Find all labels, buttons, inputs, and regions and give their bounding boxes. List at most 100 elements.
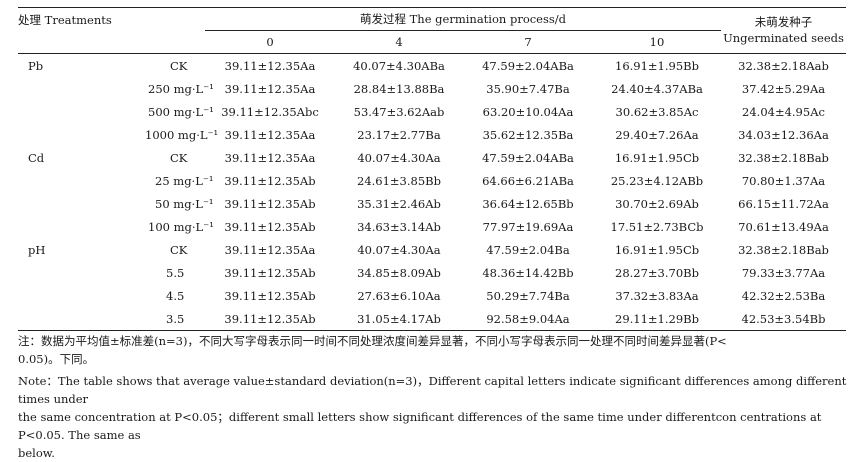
table-notes: 注：数据为平均值±标准差(n=3)，不同大写字母表示同一时间不同处理浓度间差异显… — [18, 332, 848, 462]
table-row: 250 mg·L⁻¹ 39.11±12.35Aa 28.84±13.88Ba 35.9… — [18, 77, 846, 100]
cell-d7: 36.64±12.65Bb — [482, 196, 574, 211]
note-chinese: 注：数据为平均值±标准差(n=3)，不同大写字母表示同一时间不同处理浓度间差异显… — [18, 332, 848, 368]
cell-d10: 28.27±3.70Bb — [615, 265, 699, 280]
table-row: 500 mg·L⁻¹ 39.11±12.35Abc 53.47±3.62Aab 63.… — [18, 100, 846, 123]
table-row: 100 mg·L⁻¹ 39.11±12.35Ab 34.63±3.14Ab 77.97… — [18, 215, 846, 238]
table-row: Cd CK 39.11±12.35Aa 40.07±4.30Aa 47.59±2.04A… — [18, 146, 846, 169]
cell-ung: 24.04±4.95Ac — [742, 104, 825, 119]
cell-d7: 63.20±10.04Aa — [482, 104, 574, 119]
cell-d4: 28.84±13.88Ba — [353, 81, 445, 96]
cell-d4: 40.07±4.30Aa — [357, 150, 441, 165]
row-treatment: 5.5 — [166, 265, 185, 280]
table-row: pH CK 39.11±12.35Aa 40.07±4.30Aa 47.59±2.04B… — [18, 238, 846, 261]
row-group — [18, 100, 70, 123]
cell-d4: 34.63±3.14Ab — [357, 219, 441, 234]
cell-d7: 48.36±14.42Bb — [482, 265, 574, 280]
row-group: Cd — [28, 150, 45, 165]
header-day-0: 0 — [205, 30, 335, 54]
cell-d7: 47.59±2.04Ba — [486, 242, 570, 257]
table-row: Pb CK 39.11±12.35Aa 40.07±4.30ABa 47.59±2.04… — [18, 54, 846, 78]
row-treatment: 50 mg·L⁻¹ — [155, 196, 214, 211]
cell-d10: 30.70±2.69Ab — [615, 196, 699, 211]
cell-ung: 34.03±12.36Aa — [738, 127, 829, 142]
note-cn-line2: 0.05)。下同。 — [18, 352, 95, 366]
cell-d4: 34.85±8.09Ab — [357, 265, 441, 280]
table-body: Pb CK 39.11±12.35Aa 40.07±4.30ABa 47.59±2.04… — [18, 54, 846, 331]
ungerminated-en: Ungerminated seeds — [723, 30, 844, 45]
germination-table: 处理 Treatments 萌发过程 The germination proce… — [18, 7, 846, 331]
row-group: pH — [28, 242, 46, 257]
cell-d0: 39.11±12.35Aa — [224, 242, 316, 257]
cell-d0: 39.11±12.35Abc — [221, 104, 319, 119]
cell-d10: 17.51±2.73BCb — [610, 219, 704, 234]
cell-d0: 39.11±12.35Aa — [224, 58, 316, 73]
cell-ung: 42.32±2.53Ba — [741, 288, 826, 303]
cell-d10: 25.23±4.12ABb — [610, 173, 704, 188]
table-page: 处理 Treatments 萌发过程 The germination proce… — [18, 7, 846, 460]
cell-d10: 16.91±1.95Cb — [614, 242, 700, 257]
cell-d7: 35.62±12.35Ba — [482, 127, 574, 142]
cell-ung: 32.38±2.18Bab — [738, 150, 829, 165]
cell-d7: 77.97±19.69Aa — [482, 219, 574, 234]
row-group — [18, 261, 70, 284]
header-germination-process: 萌发过程 The germination process/d — [205, 7, 721, 31]
row-group — [18, 123, 70, 146]
cell-ung: 32.38±2.18Aab — [738, 58, 829, 73]
note-english: Note：The table shows that average value±… — [18, 372, 848, 462]
cell-d7: 47.59±2.04ABa — [482, 150, 574, 165]
cell-d4: 35.31±2.46Ab — [357, 196, 441, 211]
cell-ung: 70.80±1.37Aa — [741, 173, 826, 188]
row-group — [18, 77, 70, 100]
cell-d10: 37.32±3.83Aa — [615, 288, 699, 303]
row-treatment: 4.5 — [166, 288, 185, 303]
cell-d7: 92.58±9.04Aa — [486, 311, 570, 326]
header-day-10: 10 — [593, 30, 721, 54]
row-treatment: 1000 mg·L⁻¹ — [145, 127, 219, 142]
row-treatment: CK — [170, 58, 188, 73]
row-group — [18, 307, 70, 331]
row-group — [18, 192, 70, 215]
cell-d0: 39.11±12.35Ab — [224, 288, 316, 303]
cell-d10: 29.40±7.26Aa — [615, 127, 699, 142]
cell-d0: 39.11±12.35Ab — [224, 265, 316, 280]
treatments-label: 处理 Treatments — [18, 13, 112, 27]
cell-d10: 24.40±4.37ABa — [611, 81, 703, 96]
cell-d4: 31.05±4.17Ab — [357, 311, 441, 326]
row-group: Pb — [28, 58, 44, 73]
row-treatment: 500 mg·L⁻¹ — [148, 104, 214, 119]
cell-ung: 42.53±3.54Bb — [741, 311, 826, 326]
cell-d4: 24.61±3.85Bb — [357, 173, 441, 188]
cell-d0: 39.11±12.35Ab — [224, 219, 316, 234]
cell-d7: 47.59±2.04ABa — [482, 58, 574, 73]
header-day-4: 4 — [335, 30, 463, 54]
table-row: 50 mg·L⁻¹ 39.11±12.35Ab 35.31±2.46Ab 36.64±… — [18, 192, 846, 215]
note-en-line3: below. — [18, 446, 55, 460]
cell-d7: 64.66±6.21ABa — [482, 173, 574, 188]
row-treatment: 3.5 — [166, 311, 185, 326]
cell-d4: 40.07±4.30ABa — [353, 58, 445, 73]
cell-d0: 39.11±12.35Aa — [224, 127, 316, 142]
cell-d4: 27.63±6.10Aa — [357, 288, 441, 303]
cell-d0: 39.11±12.35Aa — [224, 150, 316, 165]
row-group — [18, 284, 70, 307]
cell-d4: 23.17±2.77Ba — [357, 127, 441, 142]
table-row: 25 mg·L⁻¹ 39.11±12.35Ab 24.61±3.85Bb 64.66±… — [18, 169, 846, 192]
cell-ung: 79.33±3.77Aa — [741, 265, 826, 280]
row-treatment: 25 mg·L⁻¹ — [155, 173, 214, 188]
cell-d0: 39.11±12.35Aa — [224, 81, 316, 96]
table-row: 3.5 39.11±12.35Ab 31.05±4.17Ab 92.58±9.04Aa… — [18, 307, 846, 331]
note-cn-line1: 注：数据为平均值±标准差(n=3)，不同大写字母表示同一时间不同处理浓度间差异显… — [18, 334, 727, 348]
table-row: 5.5 39.11±12.35Ab 34.85±8.09Ab 48.36±14.42B… — [18, 261, 846, 284]
table-row: 4.5 39.11±12.35Ab 27.63±6.10Aa 50.29±7.74Ba… — [18, 284, 846, 307]
row-treatment: 250 mg·L⁻¹ — [148, 81, 214, 96]
note-en-line1: Note：The table shows that average value±… — [18, 374, 847, 406]
table-row: 1000 mg·L⁻¹ 39.11±12.35Aa 23.17±2.77Ba 35.6… — [18, 123, 846, 146]
cell-d10: 16.91±1.95Bb — [615, 58, 699, 73]
cell-ung: 66.15±11.72Aa — [738, 196, 829, 211]
cell-ung: 37.42±5.29Aa — [741, 81, 826, 96]
cell-d7: 50.29±7.74Ba — [486, 288, 570, 303]
cell-d0: 39.11±12.35Ab — [224, 311, 316, 326]
cell-d10: 16.91±1.95Cb — [614, 150, 700, 165]
row-group — [18, 169, 70, 192]
cell-d7: 35.90±7.47Ba — [486, 81, 570, 96]
